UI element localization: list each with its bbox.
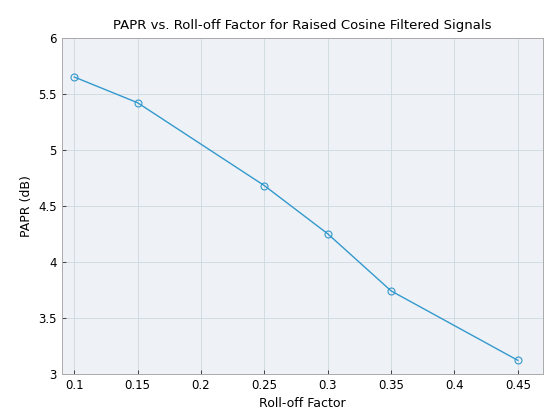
Title: PAPR vs. Roll-off Factor for Raised Cosine Filtered Signals: PAPR vs. Roll-off Factor for Raised Cosi… (113, 19, 492, 32)
X-axis label: Roll-off Factor: Roll-off Factor (259, 397, 346, 410)
Y-axis label: PAPR (dB): PAPR (dB) (20, 175, 32, 237)
